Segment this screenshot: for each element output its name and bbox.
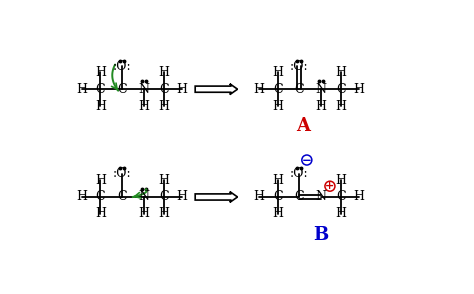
Text: C: C	[273, 191, 283, 203]
Text: H: H	[254, 83, 264, 96]
Text: H: H	[335, 66, 346, 79]
FancyArrow shape	[195, 84, 237, 95]
Text: C: C	[159, 83, 168, 96]
Text: H: H	[95, 173, 106, 186]
Text: H: H	[354, 191, 365, 203]
Text: C: C	[96, 191, 105, 203]
Text: H: H	[335, 208, 346, 220]
Text: H: H	[254, 191, 264, 203]
Text: :O:: :O:	[290, 60, 309, 73]
Text: H: H	[138, 208, 149, 220]
Text: N: N	[315, 83, 326, 96]
Text: C: C	[96, 83, 105, 96]
Text: N: N	[138, 191, 149, 203]
Text: H: H	[95, 208, 106, 220]
Text: H: H	[272, 173, 283, 186]
Text: C: C	[117, 191, 127, 203]
Text: :O:: :O:	[290, 167, 309, 181]
Text: H: H	[138, 100, 149, 113]
Text: H: H	[354, 83, 365, 96]
Text: N: N	[315, 191, 326, 203]
Text: H: H	[158, 66, 169, 79]
Text: H: H	[158, 173, 169, 186]
Text: H: H	[76, 83, 88, 96]
Text: H: H	[158, 100, 169, 113]
Text: H: H	[95, 66, 106, 79]
Text: H: H	[272, 66, 283, 79]
FancyArrow shape	[195, 192, 237, 202]
Text: :O:: :O:	[113, 60, 131, 73]
Text: C: C	[117, 83, 127, 96]
Text: :O:: :O:	[113, 167, 131, 181]
Text: H: H	[177, 83, 188, 96]
Text: +: +	[325, 181, 335, 191]
Text: H: H	[177, 191, 188, 203]
Text: C: C	[336, 191, 346, 203]
Text: H: H	[272, 100, 283, 113]
Text: H: H	[272, 208, 283, 220]
Text: H: H	[335, 173, 346, 186]
Text: H: H	[335, 100, 346, 113]
Text: H: H	[76, 191, 88, 203]
Text: N: N	[138, 83, 149, 96]
Text: H: H	[315, 100, 326, 113]
Text: C: C	[336, 83, 346, 96]
Text: −: −	[302, 153, 312, 166]
Text: C: C	[273, 83, 283, 96]
Text: C: C	[294, 83, 304, 96]
Text: A: A	[296, 117, 310, 135]
Text: H: H	[158, 208, 169, 220]
Text: C: C	[294, 191, 304, 203]
Text: C: C	[159, 191, 168, 203]
Text: H: H	[95, 100, 106, 113]
Text: B: B	[313, 226, 328, 245]
